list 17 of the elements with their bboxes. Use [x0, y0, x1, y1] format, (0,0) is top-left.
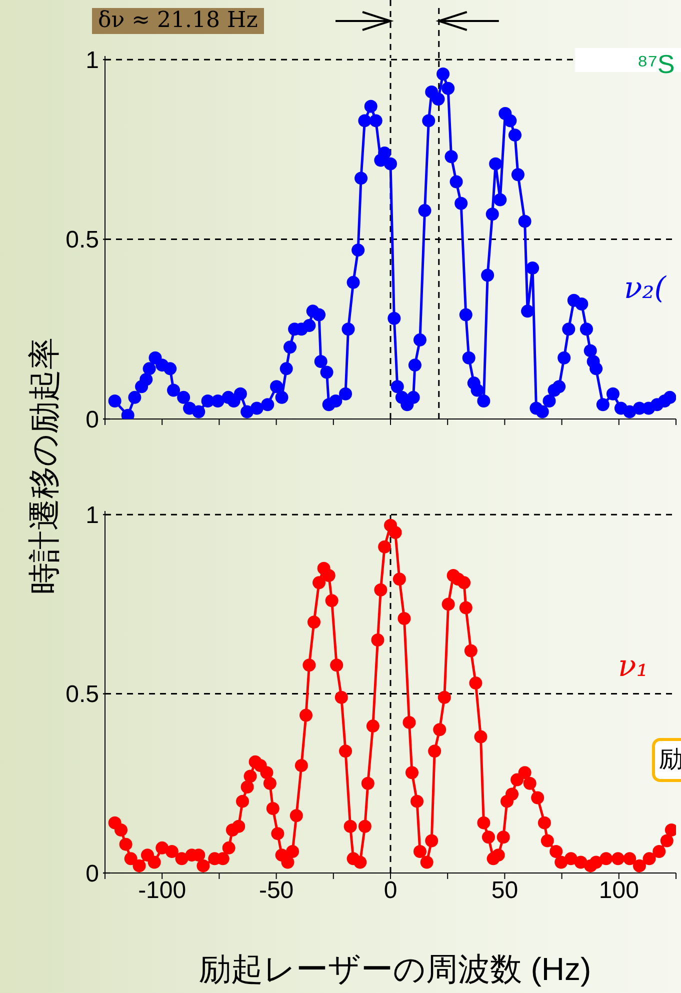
y-tick-label: 0.5	[66, 681, 99, 708]
y-axis-title: 時計遷移の励起率	[26, 338, 62, 594]
y-tick-label: 0.5	[66, 226, 99, 254]
x-axis-title: 励起レーザーの周波数 (Hz)	[198, 951, 592, 987]
x-tick-label: -100	[138, 877, 186, 904]
annotation: ν₂(	[624, 271, 666, 306]
x-tick-label: 50	[491, 877, 518, 904]
x-tick-label: 0	[384, 877, 398, 904]
text: δν ≈ 21.18 Hz	[98, 8, 258, 33]
x-tick-label: 100	[598, 877, 639, 904]
y-tick-label: 0	[86, 406, 99, 434]
y-tick-label: 0	[86, 860, 99, 888]
y-tick-label: 1	[86, 46, 99, 74]
x-tick-label: -50	[258, 877, 294, 904]
annotation: ⁸⁷S	[637, 49, 675, 79]
y-tick-label: 1	[86, 502, 99, 529]
annotation: ν₁	[618, 649, 648, 684]
